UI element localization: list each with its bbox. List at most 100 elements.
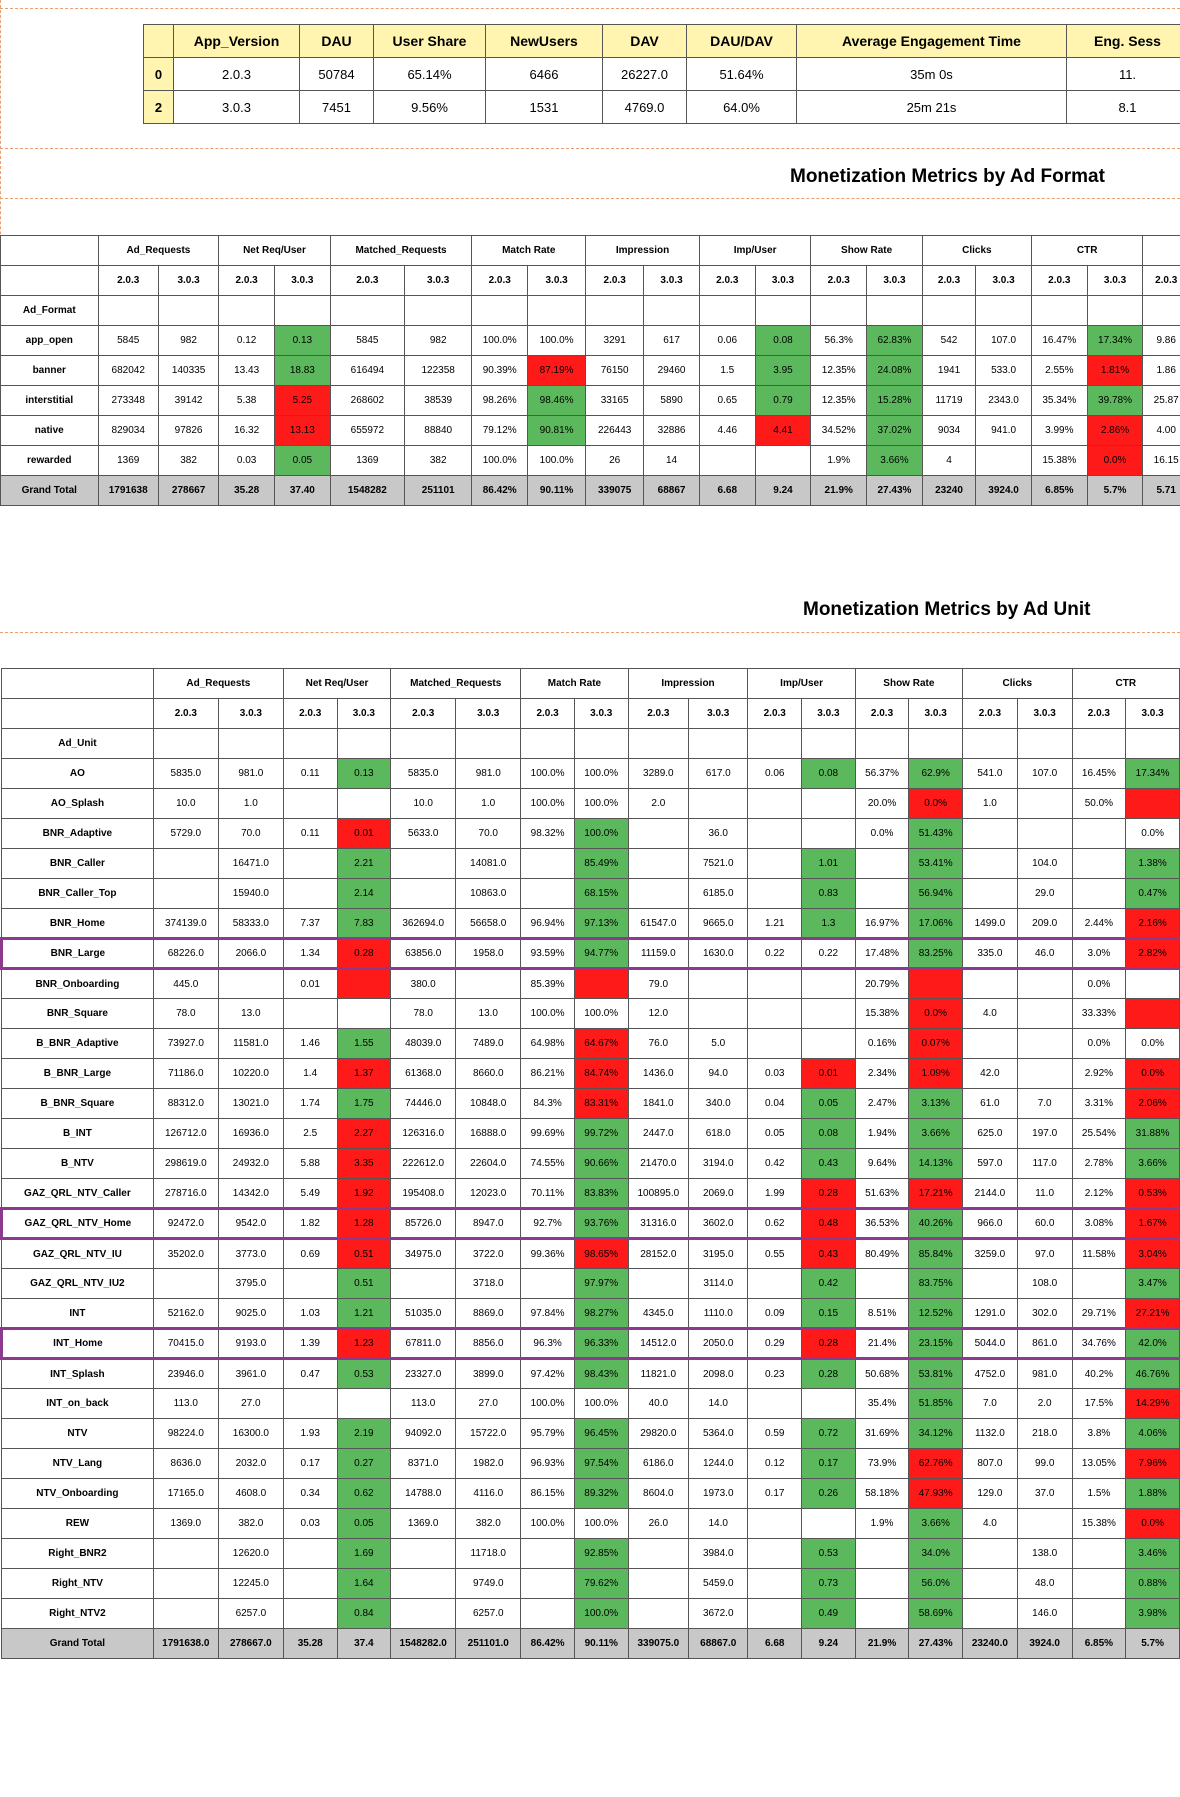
data-cell (1071, 1538, 1127, 1569)
data-cell: 4752.0 (962, 1358, 1018, 1389)
ad-unit-metrics-table: Ad_Requests Net Req/User Matched_Requests M… (0, 668, 1180, 1659)
data-cell: 1.21 (747, 908, 803, 939)
version-header: 3.0.3 (217, 698, 284, 729)
row-label: AO_Splash (1, 788, 154, 819)
data-cell: 861.0 (1016, 1327, 1073, 1360)
data-cell: 100.0% (573, 1508, 629, 1539)
version-header: 2.0.3 (97, 265, 159, 296)
data-cell: 11.58% (1071, 1238, 1127, 1269)
data-cell: 62.76% (908, 1448, 963, 1479)
data-cell: 34975.0 (390, 1238, 457, 1269)
data-cell: 14 (643, 445, 700, 476)
data-cell: 97.54% (573, 1448, 629, 1479)
data-cell: 0.0% (1125, 818, 1180, 849)
data-cell: 17.34% (1125, 758, 1180, 789)
data-cell: 3773.0 (217, 1238, 284, 1269)
row-label: INT_Splash (1, 1358, 154, 1389)
data-cell: 86.15% (520, 1478, 575, 1509)
data-cell: 618.0 (688, 1118, 749, 1149)
data-cell: 15.38% (1071, 1508, 1127, 1539)
data-cell: 99.36% (520, 1238, 575, 1269)
empty-cell (390, 728, 457, 759)
empty-cell (218, 295, 275, 326)
data-cell: 2.34% (854, 1058, 910, 1089)
data-cell: 16.45% (1071, 758, 1127, 789)
data-cell (1016, 968, 1073, 999)
data-cell (754, 445, 812, 476)
data-cell: 3114.0 (688, 1268, 749, 1299)
data-cell (152, 1538, 219, 1569)
data-cell: 3.0% (1071, 937, 1127, 970)
data-cell: 15.38% (1030, 445, 1088, 476)
data-cell: 1.67% (1125, 1207, 1180, 1240)
data-cell: 0.47 (282, 1358, 338, 1389)
data-cell: 8604.0 (627, 1478, 690, 1509)
version-header: 3.0.3 (573, 698, 629, 729)
data-cell: 10220.0 (217, 1058, 284, 1089)
data-cell: 5.7% (1086, 475, 1144, 506)
data-cell: 95.79% (520, 1418, 575, 1449)
data-cell: 90.39% (471, 355, 529, 386)
metric-header: Imp/User (698, 235, 812, 266)
empty-cell (801, 728, 856, 759)
data-cell: 1.0 (962, 788, 1018, 819)
data-cell: 56658.0 (455, 908, 522, 939)
data-cell: 362694.0 (390, 908, 457, 939)
data-cell: 85726.0 (390, 1207, 457, 1240)
empty-cell (921, 295, 977, 326)
row-label: Right_BNR2 (1, 1538, 154, 1569)
summary-cell: 1531 (485, 90, 603, 124)
data-cell: 52162.0 (152, 1298, 219, 1329)
data-cell: 20.79% (854, 968, 910, 999)
summary-cell: 51.64% (686, 57, 797, 91)
empty-cell (1016, 728, 1073, 759)
data-cell (390, 1538, 457, 1569)
empty-cell (455, 728, 522, 759)
data-cell: 70415.0 (152, 1327, 219, 1360)
data-cell (282, 1268, 338, 1299)
data-cell: 5044.0 (962, 1327, 1018, 1360)
empty-cell (471, 295, 529, 326)
empty-cell (908, 728, 963, 759)
empty-cell (627, 728, 690, 759)
data-cell: 10848.0 (455, 1088, 522, 1119)
data-cell: 5845 (329, 325, 406, 356)
data-cell: 100.0% (573, 788, 629, 819)
data-cell: 941.0 (975, 415, 1032, 446)
data-cell: 99.69% (520, 1118, 575, 1149)
data-cell: 35202.0 (152, 1238, 219, 1269)
data-cell: 10863.0 (455, 878, 522, 909)
metric-header: Matched_Requests (329, 235, 473, 266)
data-cell: 3.66% (908, 1508, 963, 1539)
table-row: GAZ_QRL_NTV_IU 35202.0 3773.0 0.69 0.51 34975… (1, 1238, 1180, 1269)
data-cell: 0.0% (1071, 968, 1127, 999)
data-cell: 0.28 (801, 1178, 856, 1209)
data-cell: 85.84% (908, 1238, 963, 1269)
data-cell: 1.28 (336, 1207, 392, 1240)
data-cell: 273348 (97, 385, 159, 416)
row-label: GAZ_QRL_NTV_IU (1, 1238, 154, 1269)
data-cell: 3194.0 (688, 1148, 749, 1179)
table-row: BNR_Home 374139.0 58333.0 7.37 7.83 362694.0 5… (1, 908, 1180, 939)
version-header: 2.0.3 (390, 698, 457, 729)
data-cell: 5.0 (688, 1028, 749, 1059)
data-cell (962, 1538, 1018, 1569)
data-cell (217, 968, 284, 999)
data-cell: 37.40 (273, 475, 331, 506)
data-cell (390, 1598, 457, 1629)
data-cell: 16936.0 (217, 1118, 284, 1149)
row-label: BNR_Square (1, 998, 154, 1029)
data-cell: 3289.0 (627, 758, 690, 789)
data-cell: 29.0 (1016, 878, 1073, 909)
metric-header: Matched_Requests (390, 668, 522, 699)
data-cell: 100.0% (520, 1388, 575, 1419)
data-cell: 4.06% (1125, 1418, 1180, 1449)
data-cell: 1499.0 (962, 908, 1018, 939)
data-cell (282, 788, 338, 819)
data-cell: 61547.0 (627, 908, 690, 939)
data-cell: 2.5 (282, 1118, 338, 1149)
data-cell: 1.9% (854, 1508, 910, 1539)
data-cell (747, 1268, 803, 1299)
data-cell (520, 878, 575, 909)
data-cell: 122358 (403, 355, 473, 386)
